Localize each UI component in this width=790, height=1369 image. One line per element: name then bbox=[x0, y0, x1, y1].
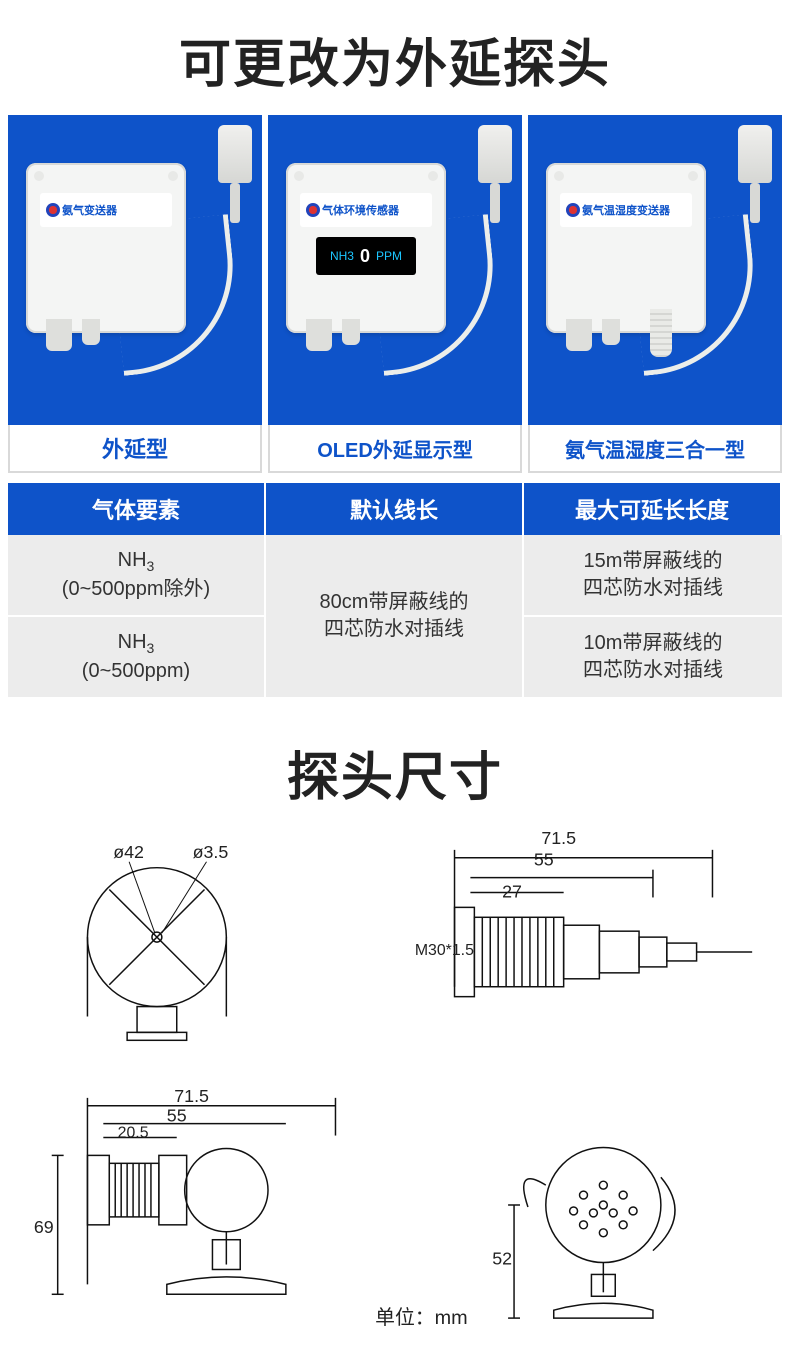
max1-l2: 四芯防水对插线 bbox=[583, 575, 723, 602]
dim-thread: M30*1.5 bbox=[415, 942, 474, 959]
max2-l1: 10m带屏蔽线的 bbox=[584, 630, 723, 657]
product-caption-1: 外延型 bbox=[8, 425, 262, 473]
probe-tip-icon bbox=[218, 125, 252, 183]
spec-header-2: 默认线长 bbox=[266, 483, 524, 535]
device-label-text: 氨气变送器 bbox=[62, 202, 117, 218]
device-body-icon: 气体环境传感器 NH3 0 PPM bbox=[286, 163, 446, 333]
brand-logo-icon bbox=[306, 203, 320, 217]
gas1-l1: NH bbox=[118, 549, 147, 571]
device-body-icon: 氨气温湿度变送器 bbox=[546, 163, 706, 333]
product-caption-2: OLED外延显示型 bbox=[268, 425, 522, 473]
device-label: 气体环境传感器 bbox=[300, 193, 432, 227]
spec-table: 气体要素 默认线长 最大可延长长度 NH3 (0~500ppm除外) 80cm带… bbox=[8, 483, 782, 699]
connectors-icon bbox=[566, 319, 620, 351]
probe-tip-icon bbox=[478, 125, 512, 183]
spec-cell-max-2: 10m带屏蔽线的 四芯防水对插线 bbox=[524, 617, 782, 699]
product-image-3: 氨气温湿度变送器 bbox=[528, 115, 782, 425]
main-title: 可更改为外延探头 bbox=[0, 0, 790, 115]
brand-logo-icon bbox=[566, 203, 580, 217]
probe-tip-icon bbox=[738, 125, 772, 183]
device-body-icon: 氨气变送器 bbox=[26, 163, 186, 333]
dim-d3-5: ø3.5 bbox=[193, 842, 229, 862]
dim-52: 52 bbox=[492, 1248, 512, 1268]
gas2-l2: (0~500ppm) bbox=[82, 658, 190, 685]
product-image-1: 氨气变送器 bbox=[8, 115, 262, 425]
device-label-text: 气体环境传感器 bbox=[322, 202, 399, 218]
dim-55-a: 55 bbox=[534, 849, 554, 869]
brand-logo-icon bbox=[46, 203, 60, 217]
gas2-sub: 3 bbox=[147, 640, 155, 656]
product-row: 氨气变送器 外延型 气体环境传感器 NH3 0 PP bbox=[0, 115, 790, 473]
probe-stem-icon bbox=[230, 183, 240, 223]
dim-27: 27 bbox=[502, 881, 522, 901]
spec-cell-gas-2: NH3 (0~500ppm) bbox=[8, 617, 266, 699]
connectors-icon bbox=[46, 319, 100, 351]
gas1-l2: (0~500ppm除外) bbox=[62, 576, 210, 603]
product-card-2: 气体环境传感器 NH3 0 PPM OLED外延显示型 bbox=[268, 115, 522, 473]
dimension-drawings: ø42 ø3.5 71.5 55 bbox=[0, 828, 790, 1369]
oled-right: PPM bbox=[376, 249, 402, 263]
dim-d42: ø42 bbox=[113, 842, 144, 862]
oled-left: NH3 bbox=[330, 249, 354, 263]
device-label-text: 氨气温湿度变送器 bbox=[582, 202, 670, 218]
product-caption-3: 氨气温湿度三合一型 bbox=[528, 425, 782, 473]
spec-cell-gas-1: NH3 (0~500ppm除外) bbox=[8, 535, 266, 617]
oled-value: 0 bbox=[360, 246, 370, 267]
spec-header-3: 最大可延长长度 bbox=[524, 483, 782, 535]
connectors-icon bbox=[306, 319, 360, 351]
oled-screen-icon: NH3 0 PPM bbox=[316, 237, 416, 275]
default-l1: 80cm带屏蔽线的 bbox=[320, 589, 469, 616]
product-image-2: 气体环境传感器 NH3 0 PPM bbox=[268, 115, 522, 425]
product-card-1: 氨气变送器 外延型 bbox=[8, 115, 262, 473]
dim-69: 69 bbox=[34, 1217, 54, 1237]
spec-cell-default-merged: 80cm带屏蔽线的 四芯防水对插线 bbox=[266, 535, 524, 699]
dimension-svg: ø42 ø3.5 71.5 55 bbox=[18, 828, 772, 1344]
spec-cell-max-1: 15m带屏蔽线的 四芯防水对插线 bbox=[524, 535, 782, 617]
gas2-l1: NH bbox=[118, 631, 147, 653]
dim-71-5-b: 71.5 bbox=[174, 1086, 209, 1106]
device-label: 氨气变送器 bbox=[40, 193, 172, 227]
spec-header-1: 气体要素 bbox=[8, 483, 266, 535]
dim-20-5: 20.5 bbox=[118, 1124, 149, 1141]
dim-title: 探头尺寸 bbox=[0, 699, 790, 828]
dim-71-5-a: 71.5 bbox=[541, 828, 576, 848]
humidity-probe-icon bbox=[650, 309, 672, 357]
gas1-sub: 3 bbox=[147, 558, 155, 574]
device-label: 氨气温湿度变送器 bbox=[560, 193, 692, 227]
dim-55-b: 55 bbox=[167, 1105, 187, 1125]
product-card-3: 氨气温湿度变送器 氨气温湿度三合一型 bbox=[528, 115, 782, 473]
probe-stem-icon bbox=[490, 183, 500, 223]
default-l2: 四芯防水对插线 bbox=[324, 616, 464, 643]
max1-l1: 15m带屏蔽线的 bbox=[584, 548, 723, 575]
max2-l2: 四芯防水对插线 bbox=[583, 657, 723, 684]
probe-stem-icon bbox=[750, 183, 760, 223]
dim-unit: 单位：mm bbox=[375, 1307, 468, 1329]
